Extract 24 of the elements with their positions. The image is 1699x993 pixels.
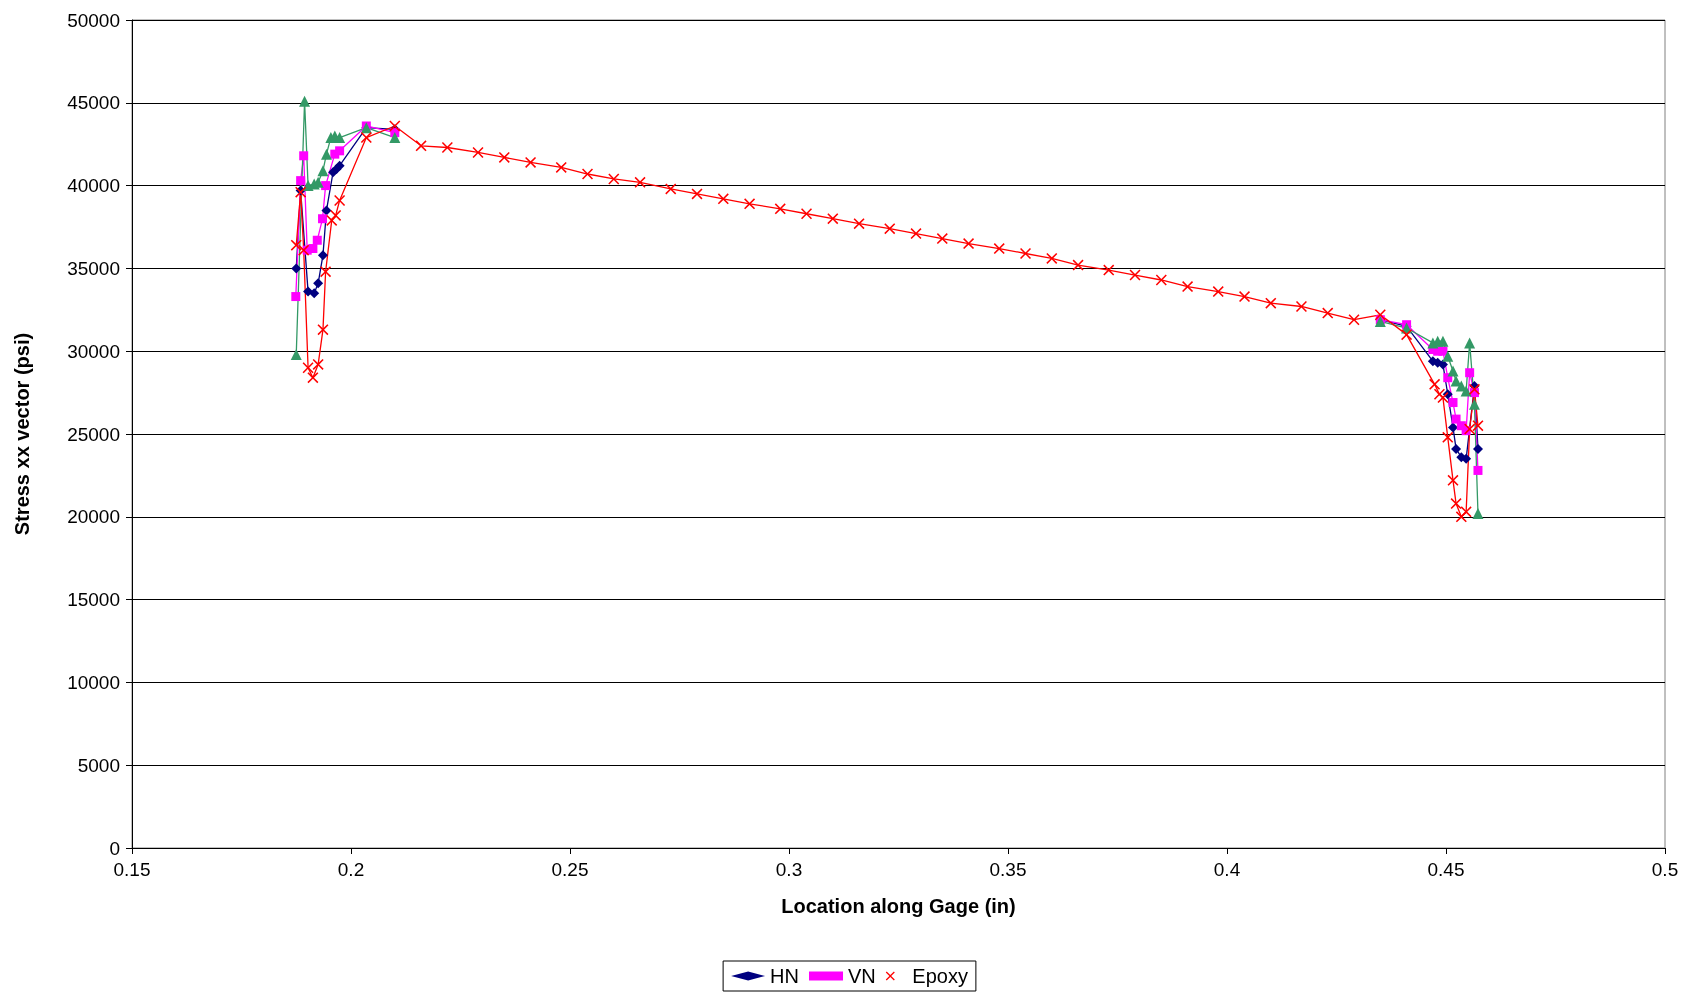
x-tick-label: 0.2: [337, 859, 365, 880]
y-tick-label: 15000: [67, 589, 120, 611]
y-tick-label: 45000: [67, 92, 120, 114]
legend-label: Epoxy: [912, 965, 968, 987]
x-tick-label: 0.25: [551, 859, 589, 880]
x-tick-label: 0.35: [989, 859, 1027, 880]
legend-label: HN: [770, 965, 800, 987]
x-tick-label: 0.4: [1213, 859, 1241, 880]
y-axis-title: Stress xx vector (psi): [11, 332, 33, 536]
y-tick-label: 0: [109, 837, 120, 859]
y-tick-label: 5000: [77, 754, 120, 776]
y-tick-label: 30000: [67, 340, 120, 362]
y-tick-label: 25000: [67, 423, 120, 445]
x-tick-label: 0.5: [1651, 859, 1679, 880]
y-tick-label: 50000: [67, 9, 120, 31]
x-axis-title: Location along Gage (in): [781, 895, 1016, 917]
y-tick-label: 35000: [67, 257, 120, 279]
x-tick-label: 0.3: [775, 859, 803, 880]
y-tick-label: 20000: [67, 506, 120, 528]
legend-label: VN: [848, 965, 876, 987]
y-tick-label: 40000: [67, 175, 120, 197]
y-tick-label: 10000: [67, 671, 120, 693]
x-tick-label: 0.15: [113, 859, 151, 880]
x-tick-label: 0.45: [1427, 859, 1465, 880]
